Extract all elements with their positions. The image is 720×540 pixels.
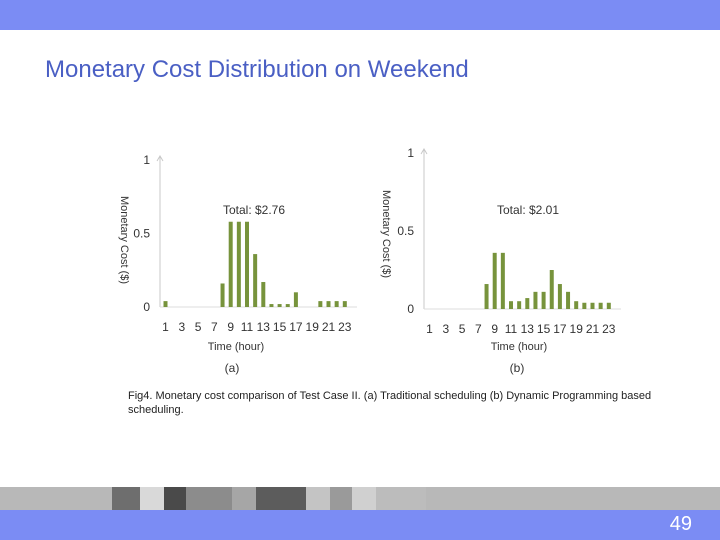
photo-tile bbox=[140, 487, 164, 510]
x-axis-label: Time (hour) bbox=[208, 341, 264, 353]
y-tick-label: 1 bbox=[143, 153, 150, 167]
x-tick-label: 5 bbox=[459, 322, 466, 336]
bar bbox=[334, 301, 339, 307]
bar bbox=[566, 291, 571, 309]
x-tick-label: 13 bbox=[521, 322, 535, 336]
x-tick-label: 21 bbox=[586, 322, 600, 336]
bar bbox=[245, 221, 249, 307]
photo-tile bbox=[352, 487, 376, 510]
total-annotation: Total: $2.01 bbox=[497, 203, 559, 217]
bar bbox=[253, 254, 258, 307]
x-tick-label: 15 bbox=[537, 322, 551, 336]
bar bbox=[606, 302, 611, 309]
y-axis-label: Monetary Cost ($) bbox=[118, 196, 130, 284]
x-tick-label: 19 bbox=[306, 320, 320, 334]
y-axis-label: Monetary Cost ($) bbox=[380, 190, 392, 278]
bar bbox=[525, 298, 530, 309]
x-tick-label: 19 bbox=[570, 322, 584, 336]
photo-tile bbox=[330, 487, 352, 510]
x-axis-label: Time (hour) bbox=[491, 341, 547, 353]
total-annotation: Total: $2.76 bbox=[223, 203, 285, 217]
photo-tile bbox=[164, 487, 186, 510]
bar bbox=[557, 284, 562, 309]
x-tick-label: 15 bbox=[273, 320, 287, 334]
x-tick-label: 1 bbox=[426, 322, 433, 336]
bar bbox=[509, 301, 513, 309]
y-tick-label: 1 bbox=[407, 146, 414, 160]
photo-tile bbox=[186, 487, 232, 510]
bar bbox=[342, 301, 347, 307]
y-tick-label: 0 bbox=[143, 300, 150, 314]
bar bbox=[228, 221, 233, 307]
bar bbox=[598, 302, 603, 309]
bar bbox=[590, 302, 595, 309]
bar bbox=[500, 252, 505, 309]
x-tick-label: 17 bbox=[289, 320, 303, 334]
x-tick-label: 7 bbox=[211, 320, 218, 334]
y-axis-arrow bbox=[420, 148, 428, 155]
y-tick-label: 0.5 bbox=[133, 227, 150, 241]
bar bbox=[293, 292, 298, 307]
bottom-banner bbox=[0, 510, 720, 540]
bar bbox=[285, 304, 290, 307]
bar bbox=[163, 301, 168, 307]
x-tick-label: 9 bbox=[227, 320, 234, 334]
bar bbox=[326, 301, 331, 307]
bar bbox=[533, 291, 538, 309]
page-number: 49 bbox=[669, 513, 692, 535]
bar bbox=[517, 301, 522, 309]
x-tick-label: 23 bbox=[338, 320, 352, 334]
bar bbox=[541, 291, 546, 309]
slide-title: Monetary Cost Distribution on Weekend bbox=[45, 56, 469, 83]
bar bbox=[484, 284, 489, 309]
decorative-photo-strip bbox=[0, 487, 720, 510]
figure-caption: Fig4. Monetary cost comparison of Test C… bbox=[128, 390, 652, 416]
photo-tile bbox=[112, 487, 140, 510]
y-axis-arrow bbox=[156, 155, 164, 162]
x-tick-label: 9 bbox=[491, 322, 498, 336]
x-tick-label: 13 bbox=[257, 320, 271, 334]
top-banner bbox=[0, 0, 720, 30]
x-tick-label: 3 bbox=[442, 322, 449, 336]
bar bbox=[574, 301, 579, 309]
x-tick-label: 11 bbox=[505, 322, 518, 336]
x-tick-label: 3 bbox=[178, 320, 185, 334]
bar bbox=[277, 304, 282, 307]
bar bbox=[236, 221, 241, 307]
panel-label: (b) bbox=[510, 361, 525, 375]
bar bbox=[549, 270, 554, 309]
bar bbox=[318, 301, 323, 307]
x-tick-label: 7 bbox=[475, 322, 482, 336]
bar bbox=[220, 283, 225, 307]
photo-tile bbox=[232, 487, 256, 510]
bar bbox=[582, 302, 587, 309]
x-tick-label: 11 bbox=[241, 320, 254, 334]
x-tick-label: 17 bbox=[553, 322, 567, 336]
photo-tile bbox=[376, 487, 426, 510]
x-tick-label: 1 bbox=[162, 320, 169, 334]
bar bbox=[492, 252, 497, 309]
photo-tile bbox=[306, 487, 330, 510]
panel-label: (a) bbox=[225, 361, 240, 375]
x-tick-label: 23 bbox=[602, 322, 616, 336]
y-tick-label: 0 bbox=[407, 302, 414, 316]
x-tick-label: 5 bbox=[195, 320, 202, 334]
bar bbox=[261, 282, 266, 307]
bar bbox=[269, 304, 274, 307]
y-tick-label: 0.5 bbox=[397, 224, 414, 238]
x-tick-label: 21 bbox=[322, 320, 336, 334]
photo-tile bbox=[256, 487, 306, 510]
